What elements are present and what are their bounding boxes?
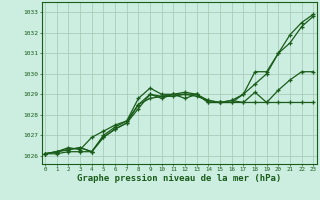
X-axis label: Graphe pression niveau de la mer (hPa): Graphe pression niveau de la mer (hPa) (77, 174, 281, 183)
